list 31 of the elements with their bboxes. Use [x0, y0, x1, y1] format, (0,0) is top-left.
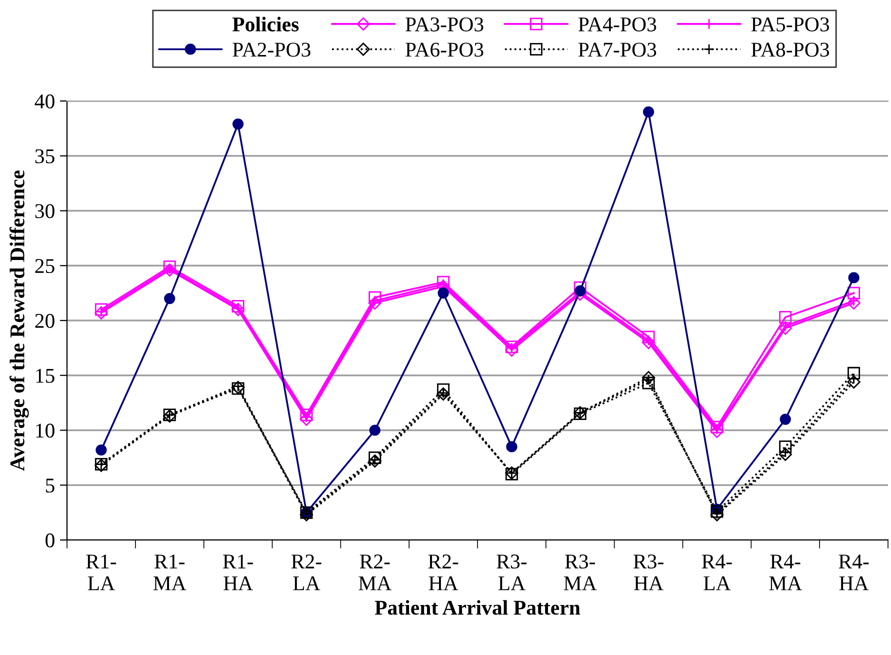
legend-label: PA4-PO3	[578, 17, 656, 32]
x-tick-label: R2- MA	[358, 554, 392, 590]
y-axis-title: Average of the Reward Difference	[10, 170, 29, 471]
y-tick-label: 10	[36, 424, 54, 438]
x-tick-label: R3- LA	[496, 554, 527, 590]
legend-label: PA2-PO3	[232, 42, 310, 57]
y-tick-label: 15	[36, 368, 54, 383]
x-tick-label: R4- MA	[769, 554, 802, 590]
x-tick-label: R1- HA	[223, 554, 253, 590]
legend-label: PA7-PO3	[578, 42, 656, 57]
legend-label: PA5-PO3	[751, 17, 830, 32]
y-tick-label: 5	[46, 478, 54, 493]
legend-label: PA3-PO3	[406, 17, 484, 32]
y-tick-label: 35	[35, 149, 54, 164]
y-tick-label: 0	[46, 533, 54, 548]
y-tick-label: 25	[35, 259, 54, 274]
legend-label: PA8-PO3	[751, 42, 830, 57]
y-tick-label: 40	[34, 94, 54, 108]
y-tick-label: 30	[35, 204, 54, 218]
x-axis-title: Patient Arrival Pattern	[374, 600, 580, 615]
x-tick-label: R4- LA	[702, 554, 732, 590]
x-tick-label: R3- HA	[634, 554, 664, 590]
legend-title: Policies	[232, 16, 299, 32]
x-tick-label: R1- LA	[86, 554, 116, 590]
x-tick-label: R1- MA	[153, 554, 186, 590]
x-tick-label: R2- LA	[291, 554, 322, 590]
x-tick-label: R3- MA	[564, 554, 597, 590]
legend-label: PA6-PO3	[406, 42, 484, 57]
x-tick-label: R2- HA	[428, 554, 458, 590]
y-tick-label: 20	[35, 314, 54, 328]
x-tick-label: R4- HA	[838, 554, 869, 590]
